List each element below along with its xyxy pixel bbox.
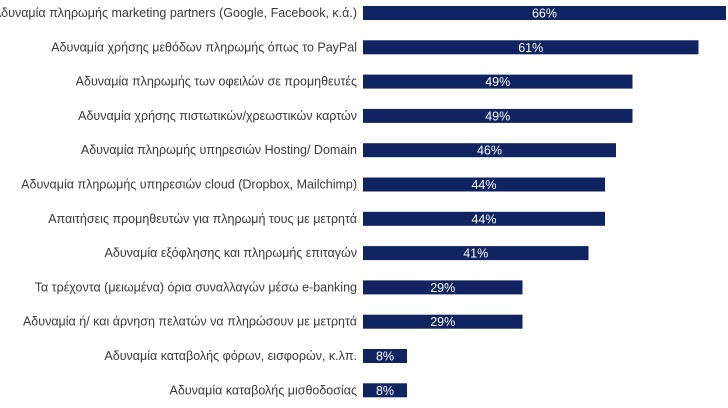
bar [363, 314, 523, 329]
value-label: 8% [376, 350, 394, 364]
bars [363, 6, 726, 398]
bar [363, 349, 407, 363]
value-label: 49% [485, 75, 510, 89]
bar [363, 280, 523, 295]
category-label: Αδυναμία καταβολής φόρων, εισφορών, κ.λπ… [104, 349, 357, 363]
bar [363, 383, 407, 398]
value-label: 29% [430, 281, 455, 295]
value-label: 41% [463, 247, 488, 261]
bar [363, 177, 605, 192]
category-label: Αδυναμία ή/ και άρνηση πελατών να πληρώσ… [23, 315, 357, 329]
value-label: 49% [485, 109, 510, 123]
bar [363, 246, 589, 261]
category-label: Αδυναμία πληρωμής των οφειλών σε προμηθε… [76, 75, 357, 89]
value-label: 46% [477, 144, 502, 158]
bar [363, 143, 616, 158]
category-label: Αδυναμία χρήσης πιστωτικών/χρεωστικών κα… [78, 109, 357, 123]
value-labels: 66% 61% 49% 49% 46% 44% 44% 41% 29% 29% 8% 8% [376, 7, 557, 398]
bar [363, 6, 726, 20]
category-label: Αδυναμία καταβολής μισθοδοσίας [170, 383, 357, 397]
value-label: 61% [518, 41, 543, 55]
category-label: Απαιτήσεις προμηθευτών για πληρωμή τους … [48, 212, 357, 226]
bar [363, 211, 605, 226]
value-label: 44% [471, 212, 496, 226]
bar [363, 40, 699, 55]
category-label: Τα τρέχοντα (μειωμένα) όρια συναλλαγών μ… [35, 280, 357, 294]
value-label: 66% [532, 7, 557, 21]
category-label: Αδυναμία πληρωμής υπηρεσιών cloud (Dropb… [21, 178, 357, 192]
category-labels: Αδυναμία πληρωμής marketing partners (Go… [0, 6, 357, 397]
category-label: Αδυναμία πληρωμής υπηρεσιών Hosting/ Dom… [81, 143, 357, 157]
value-label: 29% [430, 315, 455, 329]
category-label: Αδυναμία εξόφλησης και πληρωμής επιταγών [105, 246, 357, 260]
category-label: Αδυναμία χρήσης μεθόδων πληρωμής όπως το… [51, 40, 357, 54]
value-label: 8% [376, 384, 394, 398]
bar [363, 74, 633, 89]
value-label: 44% [471, 178, 496, 192]
bar [363, 108, 633, 123]
category-label: Αδυναμία πληρωμής marketing partners (Go… [0, 6, 357, 20]
